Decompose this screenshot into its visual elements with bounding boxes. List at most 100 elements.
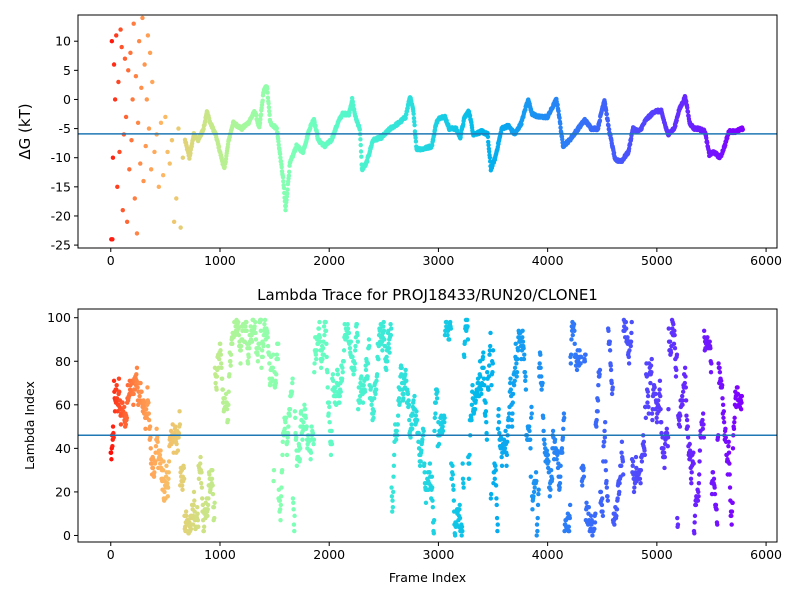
- lambda-point: [656, 398, 661, 403]
- lambda-point: [388, 322, 393, 327]
- lambda-point: [646, 404, 651, 410]
- lambda-point: [198, 461, 203, 466]
- x-tick-label: 2000: [313, 253, 345, 268]
- lambda-point: [289, 389, 295, 394]
- lambda-point: [147, 424, 153, 429]
- lambda-point: [719, 383, 725, 388]
- lambda-point: [148, 435, 153, 440]
- lambda-point: [259, 365, 264, 370]
- lambda-point: [605, 494, 610, 499]
- lambda-point: [726, 439, 731, 445]
- lambda-point: [368, 385, 374, 390]
- lambda-point: [478, 374, 483, 379]
- lambda-x-ticks: 0 1000 2000 3000 4000 5000 6000: [107, 542, 782, 562]
- lambda-point: [340, 369, 345, 375]
- lambda-point: [658, 406, 663, 412]
- lambda-point: [602, 428, 607, 434]
- lambda-point: [139, 389, 144, 394]
- lambda-point: [337, 393, 342, 399]
- lambda-point: [323, 319, 328, 325]
- lambda-point: [111, 378, 117, 384]
- lambda-point: [161, 459, 166, 464]
- lambda-point: [457, 515, 463, 521]
- lambda-point: [666, 326, 671, 331]
- delta-g-point: [201, 126, 206, 132]
- lambda-point: [227, 372, 232, 377]
- lambda-point: [363, 367, 369, 373]
- delta-g-point: [461, 122, 466, 127]
- lambda-point: [312, 361, 317, 366]
- y-tick-label: 60: [55, 397, 71, 412]
- lambda-point: [598, 489, 604, 495]
- lambda-point: [602, 420, 608, 425]
- lambda-point: [311, 441, 316, 447]
- delta-g-point: [258, 117, 263, 122]
- lambda-point: [488, 491, 494, 497]
- lambda-point: [300, 437, 305, 442]
- delta-g-point: [143, 143, 148, 149]
- lambda-point: [177, 422, 183, 427]
- lambda-point: [544, 448, 550, 453]
- lambda-point: [561, 411, 567, 416]
- lambda-point: [164, 463, 169, 468]
- lambda-point: [274, 352, 280, 357]
- lambda-point: [520, 339, 526, 344]
- lambda-point: [653, 391, 658, 397]
- lambda-point: [432, 428, 437, 434]
- lambda-point: [523, 387, 529, 392]
- lambda-point: [701, 422, 706, 427]
- delta-g-point: [163, 114, 168, 120]
- lambda-point: [277, 507, 283, 512]
- lambda-point: [236, 319, 241, 325]
- lambda-point: [601, 443, 606, 449]
- lambda-point: [308, 450, 314, 455]
- delta-g-point: [283, 203, 289, 209]
- lambda-point: [664, 430, 670, 436]
- lambda-point: [348, 339, 354, 344]
- lambda-point: [473, 398, 478, 403]
- lambda-point: [472, 406, 478, 412]
- delta-g-point: [284, 191, 290, 196]
- lambda-point: [160, 467, 166, 473]
- lambda-point: [284, 452, 290, 458]
- lambda-point: [166, 470, 171, 475]
- lambda-point: [287, 406, 293, 412]
- lambda-point: [605, 498, 611, 503]
- lambda-point: [581, 474, 587, 479]
- lambda-point: [723, 435, 728, 440]
- lambda-point: [533, 470, 539, 475]
- delta-g-point: [171, 219, 177, 224]
- lambda-point: [408, 435, 413, 440]
- delta-g-point: [145, 33, 151, 38]
- lambda-point: [374, 378, 379, 384]
- lambda-point: [465, 317, 470, 323]
- lambda-point: [727, 472, 732, 477]
- lambda-point: [499, 454, 504, 460]
- delta-g-point: [283, 207, 288, 213]
- lambda-point: [607, 348, 613, 353]
- lambda-point: [488, 330, 493, 336]
- lambda-point: [256, 341, 262, 347]
- delta-g-point: [487, 155, 493, 160]
- lambda-point: [278, 518, 283, 523]
- lambda-point: [134, 365, 140, 370]
- lambda-point: [384, 354, 389, 360]
- lambda-point: [590, 533, 595, 538]
- lambda-point: [713, 502, 719, 508]
- lambda-point: [138, 380, 143, 386]
- lambda-point: [530, 507, 535, 512]
- lambda-point: [179, 483, 185, 488]
- lambda-point: [294, 435, 299, 440]
- lambda-point: [465, 324, 470, 329]
- lambda-point: [391, 463, 397, 468]
- delta-g-point: [359, 154, 364, 159]
- delta-g-point: [365, 159, 370, 164]
- lambda-point: [692, 520, 697, 525]
- lambda-point: [617, 481, 622, 486]
- delta-g-point: [412, 119, 417, 124]
- lambda-point: [422, 470, 427, 475]
- delta-g-point: [279, 164, 284, 170]
- lambda-point: [657, 387, 662, 392]
- lambda-point: [617, 489, 622, 495]
- delta-g-point: [144, 97, 150, 102]
